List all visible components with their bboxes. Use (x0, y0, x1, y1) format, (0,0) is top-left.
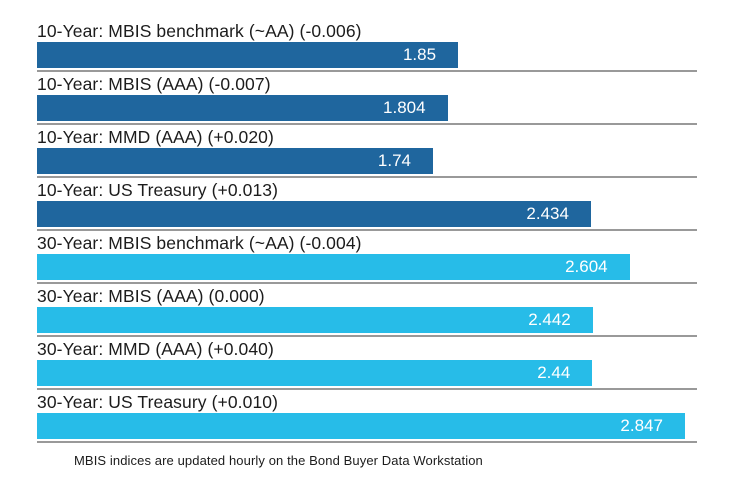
row-separator-line (37, 388, 697, 390)
chart-footnote: MBIS indices are updated hourly on the B… (74, 453, 483, 468)
bar: 2.847 (37, 413, 685, 439)
yield-bar-chart: 10-Year: MBIS benchmark (~AA) (-0.006) 1… (37, 21, 697, 468)
bar-row: 10-Year: MBIS benchmark (~AA) (-0.006) 1… (37, 21, 697, 72)
bar-row: 10-Year: MMD (AAA) (+0.020) 1.74 (37, 127, 697, 178)
bar-row: 30-Year: MBIS benchmark (~AA) (-0.004) 2… (37, 233, 697, 284)
bar: 2.442 (37, 307, 593, 333)
bar-row: 10-Year: US Treasury (+0.013) 2.434 (37, 180, 697, 231)
bar-row: 10-Year: MBIS (AAA) (-0.007) 1.804 (37, 74, 697, 125)
bar-value-label: 2.847 (620, 416, 663, 435)
bar-value-label: 1.85 (402, 45, 437, 64)
bar: 2.604 (37, 254, 630, 280)
bar: 2.44 (37, 360, 593, 386)
bar-value-label: 1.74 (377, 151, 411, 170)
row-separator-line (37, 176, 697, 178)
bar-value-label: 2.604 (565, 257, 608, 276)
bar-row: 30-Year: MMD (AAA) (+0.040) 2.44 (37, 339, 697, 390)
bar-row: 30-Year: MBIS (AAA) (0.000) 2.442 (37, 286, 697, 337)
bar-label: 30-Year: MBIS (AAA) (0.000) (37, 286, 265, 306)
bar-value-label: 2.434 (526, 204, 569, 223)
bar-label: 10-Year: MBIS (AAA) (-0.007) (37, 74, 271, 94)
row-separator-line (37, 282, 697, 284)
bar-value-label: 2.442 (528, 310, 571, 329)
bar-label: 10-Year: MMD (AAA) (+0.020) (37, 127, 274, 147)
bar: 2.434 (37, 201, 591, 227)
row-separator-line (37, 229, 697, 231)
row-separator-line (37, 441, 697, 443)
bar-value-label: 1.804 (383, 98, 426, 117)
bar-label: 30-Year: MMD (AAA) (+0.040) (37, 339, 274, 359)
bar-label: 10-Year: MBIS benchmark (~AA) (-0.006) (37, 21, 362, 41)
row-separator-line (37, 123, 697, 125)
row-separator-line (37, 335, 697, 337)
bar-chart-rows: 10-Year: MBIS benchmark (~AA) (-0.006) 1… (37, 21, 697, 443)
bar-row: 30-Year: US Treasury (+0.010) 2.847 (37, 392, 697, 443)
bar: 1.74 (37, 148, 433, 174)
bar: 1.804 (37, 95, 448, 121)
bar-label: 30-Year: US Treasury (+0.010) (37, 392, 279, 412)
bar-value-label: 2.44 (537, 363, 571, 382)
row-separator-line (37, 70, 697, 72)
bar: 1.85 (37, 42, 459, 68)
bar-label: 30-Year: MBIS benchmark (~AA) (-0.004) (37, 233, 362, 253)
bar-label: 10-Year: US Treasury (+0.013) (37, 180, 279, 200)
